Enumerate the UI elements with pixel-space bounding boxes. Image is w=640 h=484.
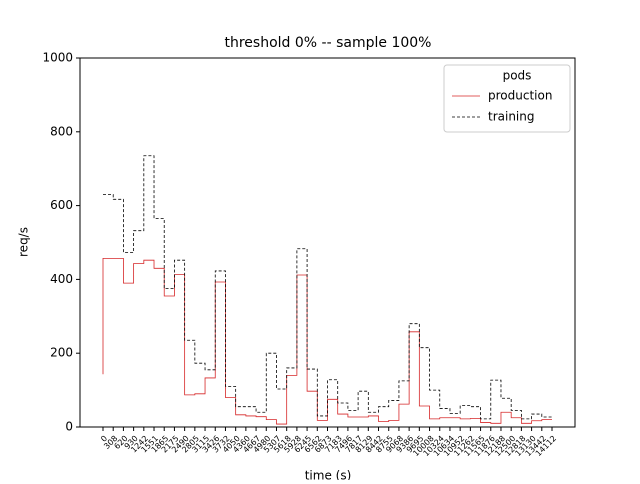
y-axis-label: req/s bbox=[17, 227, 31, 257]
y-tick-label: 1000 bbox=[42, 51, 73, 65]
series-line bbox=[102, 257, 552, 425]
x-tick-label: 0 bbox=[99, 434, 109, 444]
x-axis-label: time (s) bbox=[305, 469, 352, 481]
series-line bbox=[103, 155, 552, 420]
legend-title: pods bbox=[503, 69, 532, 83]
legend-label: production bbox=[488, 89, 552, 103]
y-tick-label: 400 bbox=[50, 272, 73, 286]
y-tick-label: 800 bbox=[50, 124, 73, 138]
y-tick-label: 600 bbox=[50, 198, 73, 212]
y-tick-label: 200 bbox=[50, 346, 73, 360]
chart-title: threshold 0% -- sample 100% bbox=[225, 35, 432, 51]
plot-frame bbox=[79, 57, 576, 428]
y-tick-label: 0 bbox=[65, 420, 73, 434]
legend-box bbox=[443, 64, 571, 133]
legend: pods production training bbox=[443, 64, 571, 133]
legend-label: training bbox=[488, 110, 535, 124]
